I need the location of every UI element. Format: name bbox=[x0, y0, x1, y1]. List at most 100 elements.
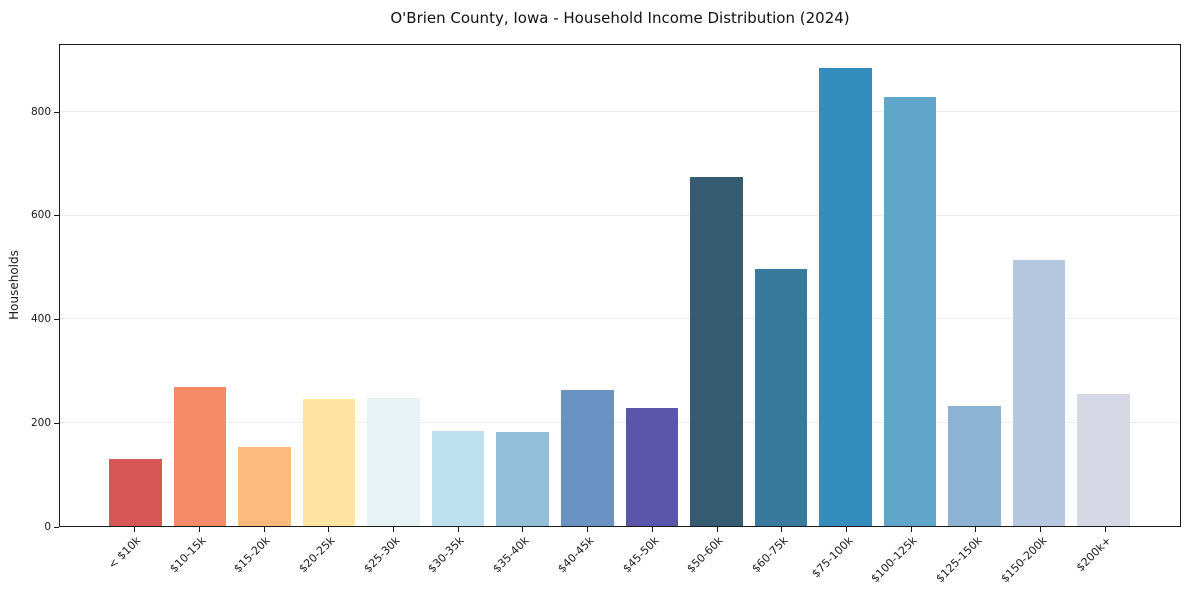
bar-9 bbox=[625, 408, 679, 526]
x-label-cell: < $10k bbox=[105, 533, 161, 588]
x-label-cell: $200k+ bbox=[1074, 533, 1131, 588]
x-tick-cell bbox=[237, 527, 290, 533]
x-label-cell: $20-25k bbox=[296, 533, 355, 588]
bar-14 bbox=[948, 405, 1001, 526]
x-tick-label-10: $50-60k bbox=[684, 534, 726, 576]
x-tick-label-12: $75-100k bbox=[808, 534, 856, 581]
x-axis-ticks bbox=[59, 527, 1181, 533]
y-axis-label: Households bbox=[7, 250, 21, 320]
x-label-cell: $45-50k bbox=[620, 533, 679, 588]
x-label-cell: $25-30k bbox=[361, 533, 420, 588]
x-tick-label-13: $100-125k bbox=[868, 534, 920, 586]
x-label-cell: $100-125k bbox=[869, 533, 937, 588]
x-axis-labels: < $10k $10-15k $15-20k $20-25k $25-30k $30-35… bbox=[59, 533, 1181, 588]
x-tick-mark-10 bbox=[716, 527, 718, 532]
bar-2 bbox=[173, 387, 227, 526]
gridline-400 bbox=[60, 318, 1180, 320]
x-tick-cell bbox=[820, 527, 873, 533]
x-tick-cell bbox=[108, 527, 161, 533]
y-tick-label-200: 200 bbox=[30, 417, 51, 430]
x-tick-label-2: $10-15k bbox=[166, 534, 209, 576]
x-tick-mark-2 bbox=[199, 527, 201, 532]
y-tick-label-400: 400 bbox=[30, 313, 51, 326]
x-tick-label-14: $125-150k bbox=[933, 534, 985, 586]
gridline-200 bbox=[60, 421, 1180, 423]
y-tick-mark-800 bbox=[54, 111, 59, 113]
bar-8 bbox=[560, 389, 614, 526]
bar-7 bbox=[496, 431, 549, 526]
chart-title: O'Brien County, Iowa - Household Income … bbox=[390, 9, 850, 27]
bar-3 bbox=[238, 447, 291, 526]
y-tick-label-600: 600 bbox=[30, 209, 51, 222]
gridline-800 bbox=[60, 111, 1180, 113]
x-tick-cell bbox=[496, 527, 549, 533]
y-tick-mark-400 bbox=[54, 319, 59, 321]
x-tick-label-4: $20-25k bbox=[296, 534, 338, 576]
bar-13 bbox=[883, 96, 937, 526]
bar-5 bbox=[367, 398, 420, 526]
x-tick-label-3: $15-20k bbox=[231, 534, 273, 576]
y-tick-label-0: 0 bbox=[44, 521, 51, 533]
bar-15 bbox=[1012, 259, 1066, 526]
plot-area bbox=[59, 44, 1181, 527]
x-tick-mark-13 bbox=[910, 527, 912, 532]
x-tick-mark-16 bbox=[1104, 527, 1106, 532]
x-tick-cell bbox=[431, 527, 484, 533]
x-label-cell: $15-20k bbox=[232, 533, 290, 588]
gridline-600 bbox=[60, 214, 1180, 216]
x-tick-label-11: $60-75k bbox=[749, 534, 791, 576]
x-tick-mark-14 bbox=[975, 527, 977, 532]
x-label-cell: $50-60k bbox=[684, 533, 743, 588]
y-tick-mark-600 bbox=[54, 215, 59, 217]
bar-series bbox=[60, 45, 1180, 526]
x-tick-mark-12 bbox=[845, 527, 847, 532]
x-tick-mark-1 bbox=[134, 527, 136, 532]
x-tick-cell bbox=[302, 527, 355, 533]
x-tick-cell bbox=[173, 527, 226, 533]
x-tick-mark-7 bbox=[522, 527, 524, 532]
x-tick-label-9: $45-50k bbox=[619, 534, 662, 576]
bar-10 bbox=[690, 176, 743, 526]
x-tick-label-1: < $10k bbox=[105, 534, 144, 572]
x-tick-cell bbox=[1078, 527, 1131, 533]
x-tick-cell bbox=[626, 527, 679, 533]
y-tick-mark-0 bbox=[54, 527, 59, 528]
x-tick-mark-5 bbox=[393, 527, 395, 532]
x-label-cell: $30-35k bbox=[426, 533, 484, 588]
x-tick-cell bbox=[690, 527, 743, 533]
x-label-cell: $75-100k bbox=[809, 533, 873, 588]
x-tick-label-16: $200k+ bbox=[1073, 534, 1114, 575]
x-tick-cell bbox=[755, 527, 808, 533]
bar-6 bbox=[431, 430, 485, 526]
x-tick-mark-4 bbox=[328, 527, 330, 532]
x-tick-mark-11 bbox=[781, 527, 783, 532]
x-tick-cell bbox=[561, 527, 614, 533]
x-tick-label-15: $150-200k bbox=[998, 534, 1050, 586]
x-tick-mark-8 bbox=[587, 527, 589, 532]
bar-12 bbox=[819, 68, 872, 526]
bar-1 bbox=[109, 458, 162, 526]
x-label-cell: $60-75k bbox=[749, 533, 808, 588]
y-tick-mark-200 bbox=[54, 423, 59, 425]
bar-11 bbox=[754, 268, 808, 526]
x-tick-cell bbox=[884, 527, 937, 533]
x-tick-label-6: $30-35k bbox=[425, 534, 467, 576]
bar-16 bbox=[1077, 394, 1130, 526]
x-tick-label-7: $35-40k bbox=[490, 534, 532, 576]
x-label-cell: $35-40k bbox=[490, 533, 549, 588]
x-tick-cell bbox=[1014, 527, 1067, 533]
x-tick-cell bbox=[949, 527, 1002, 533]
x-label-cell: $150-200k bbox=[998, 533, 1067, 588]
x-tick-label-5: $25-30k bbox=[361, 534, 403, 576]
x-tick-mark-15 bbox=[1039, 527, 1041, 532]
x-label-cell: $40-45k bbox=[555, 533, 614, 588]
x-label-cell: $10-15k bbox=[167, 533, 226, 588]
x-label-cell: $125-150k bbox=[933, 533, 1002, 588]
bar-4 bbox=[302, 399, 356, 526]
x-tick-cell bbox=[367, 527, 420, 533]
y-tick-label-800: 800 bbox=[30, 105, 51, 118]
x-tick-mark-6 bbox=[457, 527, 459, 532]
x-tick-mark-3 bbox=[263, 527, 265, 532]
x-tick-mark-9 bbox=[651, 527, 653, 532]
